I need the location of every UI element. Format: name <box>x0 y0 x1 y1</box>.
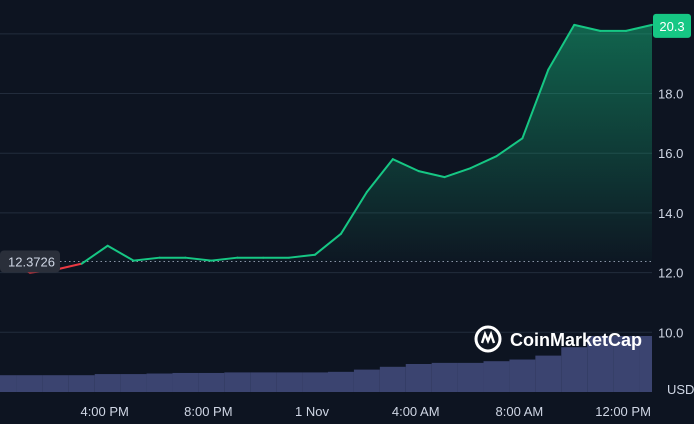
current-badge-text: 20.3 <box>659 19 684 34</box>
price-segment <box>521 68 550 140</box>
volume-bar <box>250 372 277 392</box>
volume-bar <box>198 372 225 392</box>
x-tick-label: 8:00 PM <box>184 404 232 419</box>
volume-bar <box>431 362 458 392</box>
price-segment <box>443 167 472 179</box>
y-tick-label: 18.0 <box>658 87 683 102</box>
price-area-fill <box>4 24 652 262</box>
y-tick-label: 12.0 <box>658 266 683 281</box>
price-segment <box>80 244 109 265</box>
price-segment <box>54 262 83 271</box>
volume-bar <box>613 336 640 392</box>
volume-bar <box>16 375 43 392</box>
volume-bar <box>0 375 17 392</box>
price-segment <box>184 256 213 262</box>
baseline-badge-bg <box>0 250 60 273</box>
volume-axis-label: USD <box>667 382 694 397</box>
volume-bar <box>587 336 614 392</box>
volume-bar <box>68 375 95 392</box>
baseline-price-badge: 12.3726 <box>0 250 60 273</box>
volume-bar <box>172 372 199 392</box>
price-line <box>3 23 653 274</box>
volume-bar <box>120 374 147 392</box>
volume-bar <box>146 373 173 392</box>
x-axis: 4:00 PM 8:00 PM 1 Nov 4:00 AM 8:00 AM 12:00 P… <box>80 404 650 419</box>
logo-m-icon <box>480 330 496 345</box>
coinmarketcap-logo-icon <box>474 325 502 353</box>
price-segment <box>391 158 420 173</box>
watermark-text: CoinMarketCap <box>510 330 642 350</box>
volume-bar <box>94 374 121 392</box>
volume-bar <box>224 372 251 392</box>
x-tick-label: 12:00 PM <box>595 404 651 419</box>
price-segment <box>495 137 524 158</box>
grid-lines <box>0 33 652 333</box>
price-segment <box>314 232 342 256</box>
y-tick-label: 14.0 <box>658 206 683 221</box>
price-area <box>4 24 652 262</box>
coinmarketcap-watermark: CoinMarketCap <box>474 325 642 353</box>
volume-bar <box>276 372 303 392</box>
volume-bar <box>561 347 588 392</box>
price-segment <box>132 256 161 262</box>
price-segment <box>547 23 576 71</box>
volume-bar <box>483 361 510 392</box>
price-segment <box>339 191 368 235</box>
current-price-badge: 20.3 <box>653 13 691 38</box>
volume-bar <box>509 359 536 392</box>
volume-bar <box>328 371 354 392</box>
volume-bar <box>405 364 432 392</box>
baseline-badge-text: 12.3726 <box>8 254 55 269</box>
price-segment <box>417 170 446 179</box>
volume-bars <box>0 336 652 392</box>
x-tick-label: 8:00 AM <box>496 404 544 419</box>
price-segment <box>106 244 135 262</box>
x-tick-label: 1 Nov <box>295 404 329 419</box>
volume-bar <box>353 369 380 392</box>
price-segment <box>469 155 498 170</box>
current-badge-bg <box>653 13 691 38</box>
volume-bar <box>302 372 328 392</box>
price-segment <box>210 256 239 262</box>
x-tick-label: 4:00 AM <box>392 404 440 419</box>
price-segment <box>288 253 317 259</box>
y-tick-label: 10.0 <box>658 325 683 340</box>
volume-bar <box>535 355 562 392</box>
y-tick-label: 16.0 <box>658 146 683 161</box>
y-axis: 10.0 12.0 14.0 16.0 18.0 <box>658 87 683 341</box>
volume-bar <box>639 336 652 392</box>
x-tick-label: 4:00 PM <box>80 404 128 419</box>
price-segment <box>365 158 394 194</box>
volume-bar <box>457 362 484 392</box>
price-segment <box>573 23 602 32</box>
price-segment <box>625 23 653 32</box>
volume-bar <box>379 366 406 392</box>
volume-bar <box>42 375 69 392</box>
